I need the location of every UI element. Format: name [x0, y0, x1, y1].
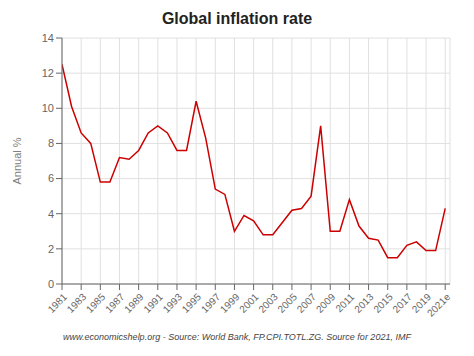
- svg-text:1991: 1991: [141, 291, 165, 315]
- svg-text:1997: 1997: [199, 291, 223, 315]
- svg-text:1983: 1983: [65, 291, 89, 315]
- svg-text:2001: 2001: [237, 291, 261, 315]
- svg-text:1981: 1981: [46, 291, 70, 315]
- svg-text:2003: 2003: [256, 291, 280, 315]
- svg-text:2: 2: [48, 243, 54, 255]
- svg-text:6: 6: [48, 172, 54, 184]
- svg-text:Annual %: Annual %: [11, 137, 23, 184]
- svg-text:12: 12: [42, 67, 54, 79]
- svg-text:2019: 2019: [409, 291, 434, 315]
- svg-text:2005: 2005: [275, 291, 299, 315]
- svg-text:0: 0: [48, 278, 54, 290]
- svg-text:4: 4: [48, 208, 54, 220]
- svg-text:8: 8: [48, 137, 54, 149]
- html-text:Global inflation rate: Global inflation rate: [161, 10, 313, 27]
- svg-text:1993: 1993: [161, 291, 185, 315]
- svg-text:2009: 2009: [314, 291, 338, 315]
- html-text:www.economicshelp.org - Source: www.economicshelp.org - Source: World Ba…: [63, 332, 411, 342]
- svg-text:1995: 1995: [180, 291, 204, 315]
- svg-text:1999: 1999: [218, 291, 242, 315]
- svg-text:2015: 2015: [371, 291, 395, 315]
- svg-text:2021e: 2021e: [425, 291, 453, 319]
- svg-text:2011: 2011: [333, 291, 356, 314]
- svg-text:14: 14: [42, 32, 54, 44]
- svg-text:1985: 1985: [84, 291, 108, 315]
- svg-text:1989: 1989: [122, 291, 146, 315]
- svg-text:1987: 1987: [103, 291, 127, 315]
- svg-text:10: 10: [42, 102, 54, 114]
- svg-text:2007: 2007: [295, 291, 319, 315]
- svg-text:2017: 2017: [390, 291, 414, 315]
- svg-text:2013: 2013: [352, 291, 376, 315]
